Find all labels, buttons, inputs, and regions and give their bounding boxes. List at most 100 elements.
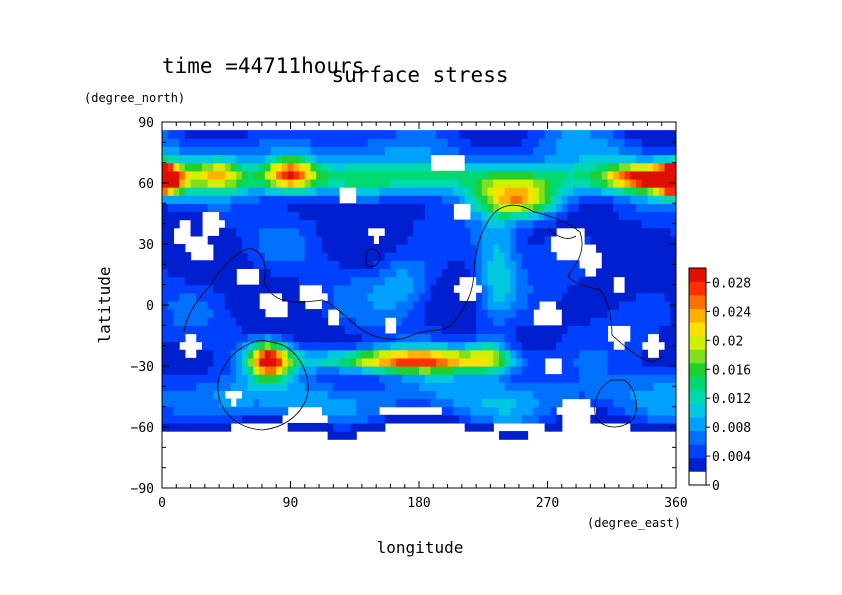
field-cell bbox=[356, 390, 363, 400]
field-cell bbox=[556, 341, 563, 351]
field-cell bbox=[464, 357, 471, 367]
field-cell bbox=[481, 333, 489, 343]
field-cell bbox=[390, 154, 397, 164]
field-cell bbox=[453, 227, 460, 237]
field-cell bbox=[487, 357, 494, 367]
field-cell bbox=[487, 146, 494, 156]
field-cell bbox=[556, 211, 563, 221]
field-cell bbox=[162, 406, 169, 416]
field-cell bbox=[396, 374, 403, 383]
field-cell bbox=[396, 276, 403, 286]
field-cell bbox=[464, 325, 471, 335]
field-cell bbox=[179, 390, 186, 400]
field-cell bbox=[356, 276, 363, 286]
field-cell bbox=[533, 178, 540, 188]
field-cell bbox=[647, 170, 654, 180]
field-cell bbox=[396, 366, 403, 375]
field-cell bbox=[167, 178, 175, 188]
field-cell bbox=[327, 300, 334, 310]
y-units-label: (degree_north) bbox=[84, 91, 185, 105]
field-cell bbox=[504, 268, 511, 278]
field-cell bbox=[464, 195, 471, 204]
field-cell bbox=[476, 406, 483, 416]
field-cell bbox=[264, 227, 272, 237]
field-cell bbox=[658, 300, 666, 310]
field-cell bbox=[293, 300, 300, 310]
field-cell bbox=[464, 252, 471, 261]
field-cell bbox=[636, 325, 643, 335]
field-cell bbox=[584, 349, 591, 359]
field-cell bbox=[601, 317, 609, 326]
field-cell bbox=[578, 292, 586, 302]
field-cell bbox=[424, 195, 432, 204]
y-axis-label: latitude bbox=[95, 266, 114, 343]
field-cell bbox=[162, 268, 169, 278]
field-cell bbox=[550, 219, 557, 229]
field-cell bbox=[413, 244, 420, 253]
field-cell bbox=[618, 309, 626, 318]
field-cell bbox=[670, 309, 676, 318]
field-cell bbox=[201, 349, 209, 359]
field-cell bbox=[264, 374, 272, 383]
field-cell bbox=[636, 366, 643, 375]
field-cell bbox=[379, 130, 386, 139]
field-cell bbox=[596, 178, 603, 188]
field-cell bbox=[264, 341, 272, 351]
field-cell bbox=[487, 374, 494, 383]
field-cell bbox=[601, 178, 609, 188]
field-cell bbox=[390, 203, 397, 213]
field-cell bbox=[430, 138, 437, 147]
field-cell bbox=[624, 398, 631, 408]
field-cell bbox=[230, 414, 237, 424]
field-cell bbox=[361, 398, 369, 408]
field-cell bbox=[190, 268, 197, 278]
field-cell bbox=[664, 154, 671, 164]
field-cell bbox=[430, 178, 437, 188]
field-cell bbox=[384, 268, 392, 278]
field-cell bbox=[321, 398, 329, 408]
field-cell bbox=[196, 390, 203, 400]
field-cell bbox=[504, 154, 511, 164]
field-cell bbox=[361, 187, 369, 196]
field-cell bbox=[607, 244, 614, 253]
field-cell bbox=[287, 187, 294, 196]
field-cell bbox=[259, 244, 266, 253]
field-cell bbox=[247, 333, 254, 343]
field-cell bbox=[384, 276, 392, 286]
field-cell bbox=[339, 276, 346, 286]
field-cell bbox=[293, 130, 300, 139]
field-cell bbox=[384, 244, 392, 253]
field-cell bbox=[453, 178, 460, 188]
field-cell bbox=[413, 309, 420, 318]
field-cell bbox=[293, 325, 300, 335]
field-cell bbox=[613, 154, 620, 164]
field-cell bbox=[607, 187, 614, 196]
field-cell bbox=[516, 252, 523, 261]
field-cell bbox=[430, 341, 437, 351]
field-cell bbox=[361, 195, 369, 204]
field-cell bbox=[196, 325, 203, 335]
field-cell bbox=[419, 130, 426, 139]
field-cell bbox=[196, 154, 203, 164]
field-cell bbox=[419, 162, 426, 172]
field-cell bbox=[344, 390, 352, 400]
field-cell bbox=[573, 292, 580, 302]
field-cell bbox=[550, 187, 557, 196]
field-cell bbox=[441, 130, 449, 139]
field-cell bbox=[441, 235, 449, 245]
field-cell bbox=[573, 203, 580, 213]
field-cell bbox=[527, 130, 534, 139]
field-cell bbox=[510, 146, 517, 156]
field-cell bbox=[630, 292, 637, 302]
field-cell bbox=[590, 390, 597, 400]
field-cell bbox=[173, 325, 180, 335]
field-cell bbox=[396, 398, 403, 408]
field-cell bbox=[447, 268, 454, 278]
field-cell bbox=[247, 398, 254, 408]
field-cell bbox=[458, 187, 466, 196]
field-cell bbox=[213, 130, 220, 139]
field-cell bbox=[441, 276, 449, 286]
field-cell bbox=[550, 203, 557, 213]
field-cell bbox=[350, 203, 357, 213]
field-cell bbox=[504, 349, 511, 359]
